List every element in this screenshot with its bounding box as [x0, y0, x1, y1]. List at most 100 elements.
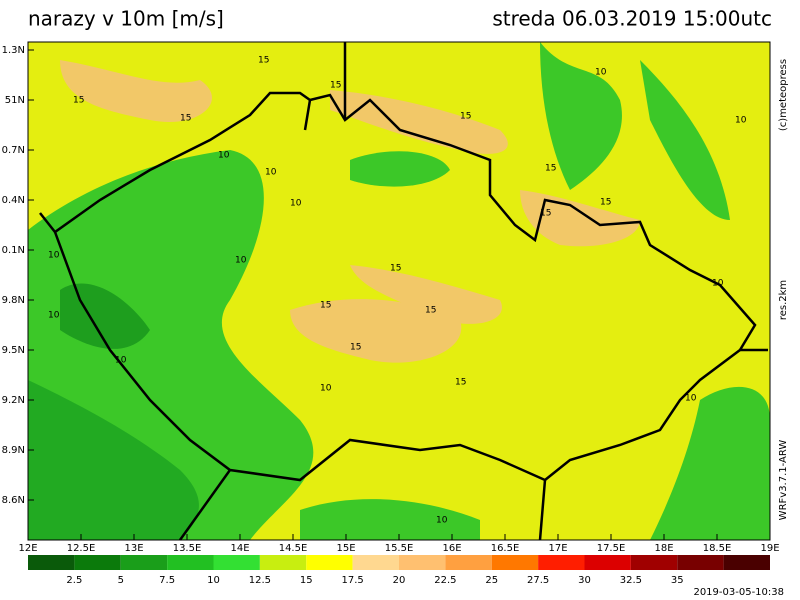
title: narazy v 10m [m/s]: [28, 7, 224, 31]
lon-label: 15E: [336, 543, 355, 554]
colorbar-swatch: [491, 555, 539, 570]
contour-label: 10: [265, 168, 277, 178]
lat-label: 8.6N: [2, 495, 25, 506]
contour-label: 10: [235, 256, 247, 266]
green-area: [300, 499, 480, 540]
lon-label: 13E: [124, 543, 143, 554]
contour-label: 15: [320, 301, 331, 311]
colorbar-label: 17.5: [341, 575, 363, 586]
lon-label: 19E: [760, 543, 779, 554]
lon-label: 16E: [442, 543, 461, 554]
contour-label: 15: [330, 81, 341, 91]
colorbar-swatch: [352, 555, 399, 570]
colorbar-label: 25: [485, 575, 498, 586]
contour-label: 15: [425, 306, 436, 316]
lat-label: 8.9N: [2, 445, 25, 456]
contour-label: 15: [600, 198, 611, 208]
lon-label: 13.5E: [173, 543, 202, 554]
colorbar-label: 27.5: [527, 575, 549, 586]
lon-label: 17E: [548, 543, 567, 554]
colorbar-swatch: [306, 555, 353, 570]
date: streda 06.03.2019 15:00utc: [492, 7, 772, 31]
contour-label: 10: [735, 116, 747, 126]
colorbar-swatch: [213, 555, 260, 570]
contour-label: 15: [73, 96, 84, 106]
contour-label: 15: [545, 164, 556, 174]
lon-label: 16.5E: [491, 543, 520, 554]
lat-label: 51N: [5, 95, 25, 106]
lat-label: 9.2N: [2, 395, 25, 406]
lon-label: 14.5E: [279, 543, 308, 554]
contour-label: 10: [48, 251, 60, 261]
contour-label: 15: [350, 343, 361, 353]
lat-label: 0.1N: [2, 245, 25, 256]
contour-label: 10: [595, 68, 607, 78]
dark-green-area: [60, 283, 150, 349]
colorbar-label: 15: [300, 575, 313, 586]
colorbar-swatch: [167, 555, 214, 570]
colorbar-label: 35: [671, 575, 684, 586]
colorbar-label: 12.5: [249, 575, 271, 586]
contour-label: 10: [218, 151, 230, 161]
side-label: (c)meteopress: [778, 59, 789, 131]
colorbar-label: 2.5: [66, 575, 82, 586]
contour-label: 15: [540, 209, 551, 219]
green-area: [640, 60, 730, 220]
footer: 2019-03-05-10:38: [693, 587, 784, 598]
colorbar-label: 5: [118, 575, 124, 586]
orange-area: [290, 299, 462, 363]
colorbar-swatch: [399, 555, 446, 570]
side-label: res.2km: [778, 280, 789, 320]
contour-label: 10: [436, 516, 448, 526]
colorbar-swatch: [723, 555, 770, 570]
colorbar-label: 32.5: [620, 575, 642, 586]
contour-label: 15: [258, 56, 269, 66]
contour-label: 10: [685, 394, 697, 404]
contour-label: 15: [390, 264, 401, 274]
colorbar-swatch: [259, 555, 307, 570]
orange-area: [520, 190, 640, 247]
colorbar-swatch: [74, 555, 121, 570]
lon-label: 18E: [654, 543, 673, 554]
lat-label: 1.3N: [2, 45, 25, 56]
colorbar-swatch: [584, 555, 631, 570]
colorbar-swatch: [538, 555, 585, 570]
contour-label: 15: [460, 112, 471, 122]
green-area: [350, 151, 450, 187]
colorbar-label: 22.5: [434, 575, 456, 586]
colorbar-swatch: [630, 555, 678, 570]
lon-label: 15.5E: [385, 543, 414, 554]
orange-area: [350, 265, 502, 324]
contour-label: 15: [455, 378, 466, 388]
lon-label: 14E: [230, 543, 249, 554]
lat-label: 0.4N: [2, 195, 25, 206]
green-area: [650, 386, 770, 540]
lat-label: 9.5N: [2, 345, 25, 356]
lon-label: 12E: [18, 543, 37, 554]
contour-label: 10: [290, 199, 302, 209]
colorbar-swatch: [677, 555, 724, 570]
colorbar-swatch: [28, 555, 75, 570]
side-label: WRFv3.7.1-ARW: [778, 440, 789, 521]
contour-label: 10: [712, 279, 724, 289]
colorbar-swatch: [445, 555, 492, 570]
colorbar-label: 7.5: [159, 575, 175, 586]
orange-area: [60, 60, 212, 122]
lon-label: 12.5E: [67, 543, 96, 554]
contour-label: 10: [320, 384, 332, 394]
contour-label: 10: [48, 311, 60, 321]
colorbar-label: 10: [207, 575, 220, 586]
colorbar-label: 30: [578, 575, 591, 586]
lon-label: 18.5E: [703, 543, 732, 554]
map: [27, 41, 771, 541]
contour-label: 10: [115, 356, 127, 366]
lon-label: 17.5E: [597, 543, 626, 554]
colorbar-label: 20: [393, 575, 406, 586]
colorbar-swatch: [120, 555, 168, 570]
contour-label: 15: [180, 114, 191, 124]
lat-label: 9.8N: [2, 295, 25, 306]
green-area: [540, 42, 622, 190]
borders: [39, 42, 768, 541]
dark-green-area: [28, 380, 199, 540]
